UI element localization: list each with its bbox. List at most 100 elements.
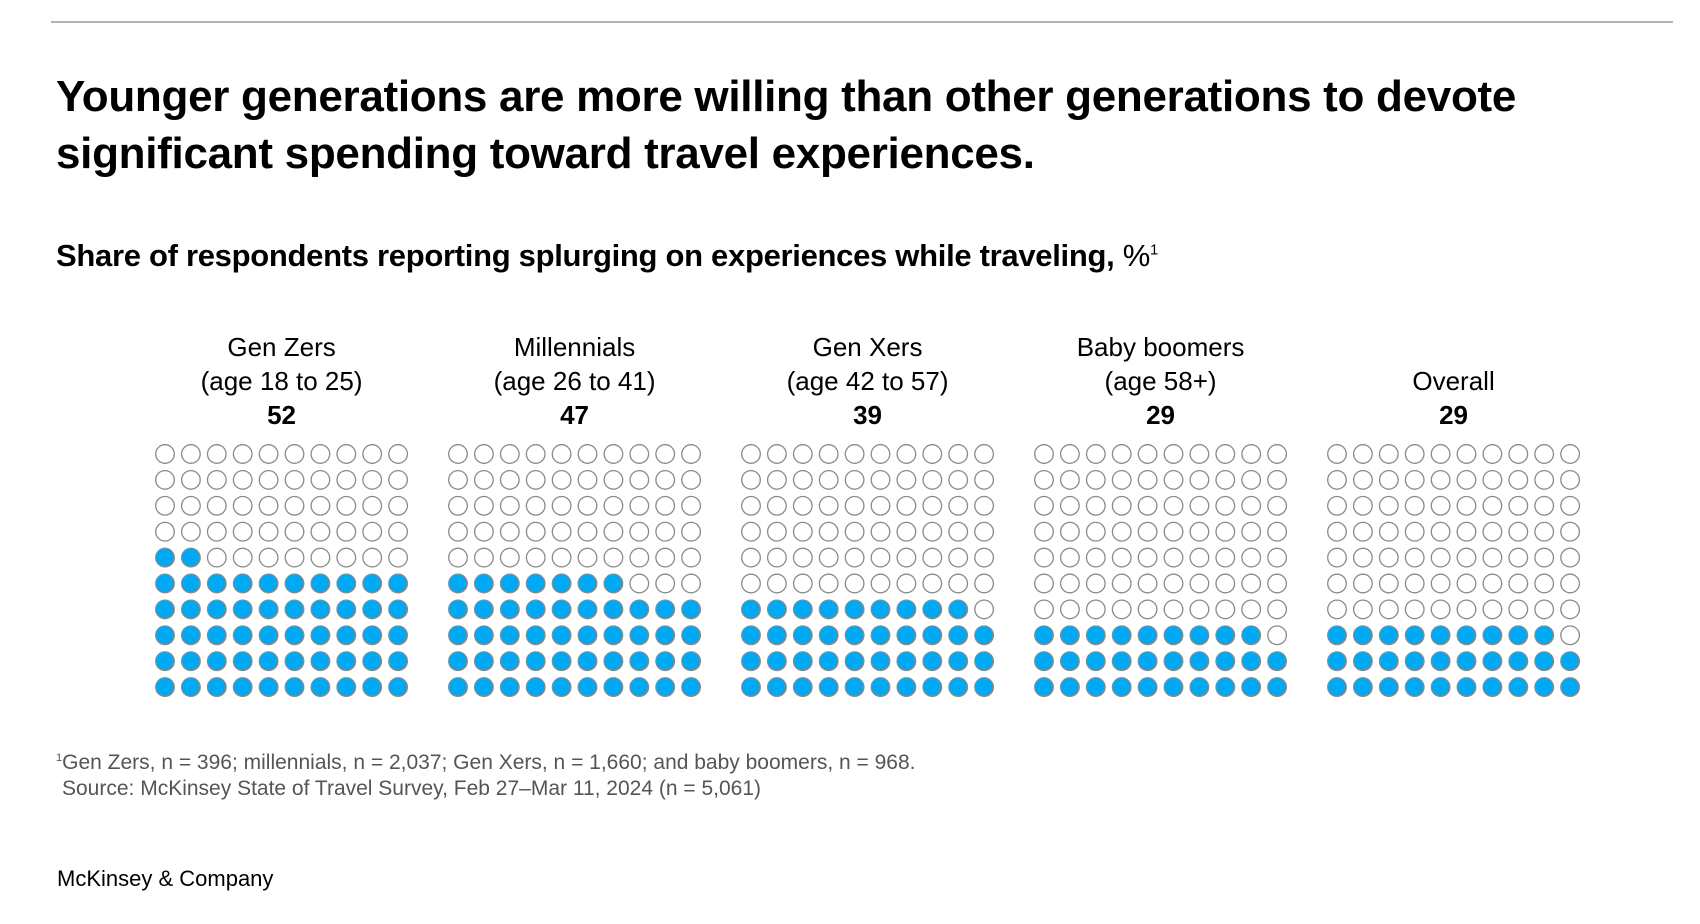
waffle-dot-empty bbox=[1241, 495, 1262, 516]
waffle-dot-empty bbox=[766, 547, 787, 568]
waffle-dot-empty bbox=[336, 469, 357, 490]
waffle-dot-filled bbox=[1085, 677, 1106, 698]
waffle-dot-filled bbox=[577, 625, 598, 646]
waffle-dot-empty bbox=[1327, 599, 1347, 620]
waffle-dot-empty bbox=[1352, 495, 1373, 516]
waffle-dot-empty bbox=[1534, 495, 1555, 516]
waffle-dot-empty bbox=[232, 469, 253, 490]
waffle-dot-empty bbox=[448, 444, 468, 464]
waffle-dot-filled bbox=[792, 677, 813, 698]
waffle-dot-filled bbox=[206, 599, 227, 620]
waffle-dot-empty bbox=[629, 521, 650, 542]
waffle-dot-empty bbox=[577, 444, 598, 464]
waffle-dot-filled bbox=[1456, 677, 1477, 698]
waffle-dot-filled bbox=[1456, 625, 1477, 646]
waffle-dot-empty bbox=[388, 521, 409, 542]
waffle-dot-filled bbox=[1560, 677, 1581, 698]
waffle-dot-empty bbox=[1111, 469, 1132, 490]
waffle-dot-filled bbox=[603, 651, 624, 672]
waffle-dot-empty bbox=[922, 547, 943, 568]
waffle-dot-empty bbox=[1378, 547, 1399, 568]
waffle-dot-empty bbox=[1111, 599, 1132, 620]
waffle-dot-empty bbox=[766, 495, 787, 516]
waffle-dot-empty bbox=[1560, 444, 1581, 464]
waffle-dot-empty bbox=[284, 444, 305, 464]
waffle-dot-filled bbox=[577, 677, 598, 698]
waffle-dot-empty bbox=[525, 469, 546, 490]
waffle-dot-filled bbox=[336, 599, 357, 620]
waffle-dot-empty bbox=[1456, 547, 1477, 568]
waffle-dot-empty bbox=[362, 495, 383, 516]
waffle-dot-filled bbox=[525, 573, 546, 594]
waffle-dot-empty bbox=[1059, 469, 1080, 490]
waffle-dot-empty bbox=[1137, 599, 1158, 620]
waffle-dot-empty bbox=[1560, 625, 1581, 646]
waffle-dot-empty bbox=[870, 547, 891, 568]
waffle-dot-filled bbox=[1189, 651, 1210, 672]
waffle-dot-empty bbox=[741, 469, 761, 490]
waffle-dot-empty bbox=[766, 444, 787, 464]
waffle-dot-empty bbox=[1085, 444, 1106, 464]
waffle-dot-empty bbox=[1189, 599, 1210, 620]
waffle-dot-filled bbox=[844, 651, 865, 672]
waffle-dot-empty bbox=[741, 444, 761, 464]
waffle-dot-filled bbox=[1560, 651, 1581, 672]
waffle-dot-empty bbox=[1111, 573, 1132, 594]
waffle-dot-empty bbox=[922, 444, 943, 464]
waffle-dot-empty bbox=[629, 573, 650, 594]
group-age-range: (age 18 to 25) bbox=[200, 366, 363, 396]
waffle-dot-empty bbox=[1482, 444, 1503, 464]
waffle-dot-empty bbox=[1482, 495, 1503, 516]
subtitle-text: Share of respondents reporting splurging… bbox=[56, 238, 1115, 273]
waffle-dot-empty bbox=[1241, 599, 1262, 620]
waffle-dot-empty bbox=[1327, 547, 1347, 568]
waffle-dot-filled bbox=[206, 677, 227, 698]
waffle-dot-empty bbox=[1034, 469, 1054, 490]
waffle-dot-empty bbox=[577, 495, 598, 516]
waffle-dot-empty bbox=[1111, 521, 1132, 542]
waffle-dot-filled bbox=[206, 625, 227, 646]
waffle-dot-empty bbox=[1137, 469, 1158, 490]
waffle-dot-filled bbox=[896, 625, 917, 646]
waffle-dot-filled bbox=[310, 651, 331, 672]
waffle-dot-empty bbox=[388, 495, 409, 516]
waffle-dot-empty bbox=[1189, 573, 1210, 594]
waffle-dot-filled bbox=[448, 651, 468, 672]
waffle-dot-filled bbox=[1378, 625, 1399, 646]
waffle-dot-filled bbox=[577, 651, 598, 672]
waffle-dot-filled bbox=[551, 573, 572, 594]
waffle-dot-empty bbox=[1404, 469, 1425, 490]
waffle-dot-empty bbox=[473, 469, 494, 490]
waffle-dot-empty bbox=[1404, 599, 1425, 620]
waffle-dot-empty bbox=[922, 495, 943, 516]
waffle-dot-empty bbox=[741, 521, 761, 542]
waffle-dot-empty bbox=[655, 521, 676, 542]
waffle-dot-empty bbox=[1430, 469, 1451, 490]
waffle-dot-empty bbox=[1482, 521, 1503, 542]
waffle-dot-empty bbox=[922, 469, 943, 490]
waffle-dot-filled bbox=[258, 651, 279, 672]
waffle-dot-filled bbox=[577, 599, 598, 620]
waffle-dot-filled bbox=[473, 599, 494, 620]
waffle-dot-filled bbox=[1163, 677, 1184, 698]
waffle-dot-filled bbox=[1059, 651, 1080, 672]
waffle-dot-filled bbox=[870, 677, 891, 698]
waffle-dot-empty bbox=[629, 444, 650, 464]
waffle-dot-empty bbox=[310, 495, 331, 516]
waffle-dot-empty bbox=[258, 521, 279, 542]
waffle-dot-empty bbox=[792, 547, 813, 568]
waffle-dot-empty bbox=[1267, 547, 1288, 568]
waffle-dot-filled bbox=[741, 599, 761, 620]
waffle-dot-filled bbox=[1352, 625, 1373, 646]
waffle-dot-empty bbox=[1215, 573, 1236, 594]
waffle-dot-empty bbox=[1456, 573, 1477, 594]
waffle-dot-filled bbox=[362, 573, 383, 594]
waffle-dot-empty bbox=[1137, 547, 1158, 568]
waffle-dot-empty bbox=[499, 495, 520, 516]
waffle-dot-empty bbox=[681, 495, 702, 516]
mckinsey-logo: McKinsey & Company bbox=[57, 866, 274, 891]
waffle-dot-empty bbox=[1241, 547, 1262, 568]
group-label: Overall 29 bbox=[1304, 364, 1604, 432]
waffle-dot-empty bbox=[206, 444, 227, 464]
